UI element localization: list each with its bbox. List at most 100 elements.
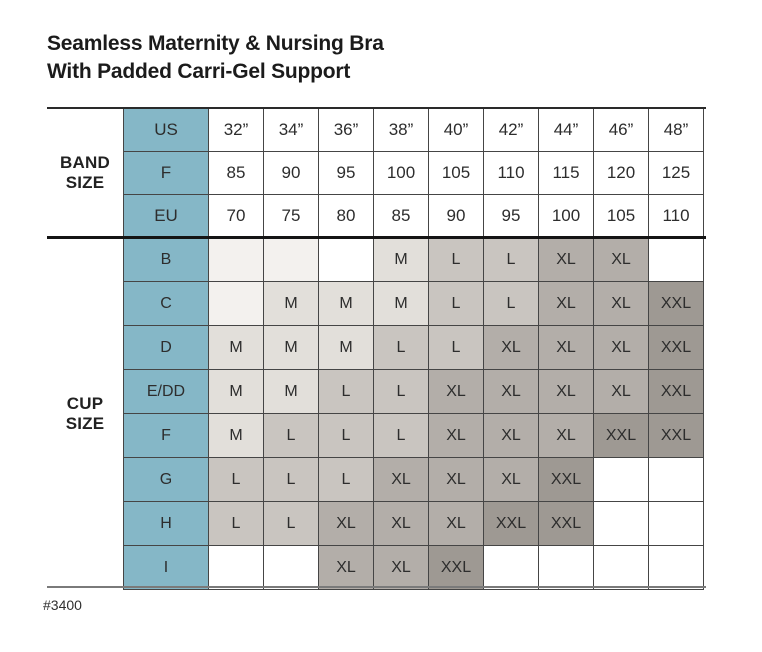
cup-cell: [208, 545, 264, 590]
cup-cell: XL: [538, 325, 594, 370]
cup-cell: [538, 545, 594, 590]
cup-cell: XL: [593, 369, 649, 414]
cup-row-label-H: H: [123, 501, 209, 546]
cup-cell: [208, 237, 264, 282]
band-cell: 70: [208, 194, 264, 238]
cup-cell: XL: [428, 457, 484, 502]
table-bottom-rule: [47, 586, 706, 588]
band-cell: 105: [428, 151, 484, 195]
cup-cell: XXL: [538, 501, 594, 546]
cup-cell: XL: [483, 457, 539, 502]
cup-size-label-line2: SIZE: [65, 413, 105, 433]
cup-cell: L: [208, 501, 264, 546]
cup-cell: XL: [538, 281, 594, 326]
size-chart: BAND SIZE CUP SIZE US 32” 34” 36” 38” 40” 42” 4…: [47, 107, 706, 600]
band-cell: 36”: [318, 108, 374, 152]
cup-cell: M: [373, 281, 429, 326]
band-cell: 90: [428, 194, 484, 238]
cup-cell: L: [373, 369, 429, 414]
cup-cell: L: [428, 237, 484, 282]
cup-cell: M: [263, 369, 319, 414]
cup-cell: L: [373, 413, 429, 458]
cup-cell: XXL: [538, 457, 594, 502]
band-cell: 34”: [263, 108, 319, 152]
cup-cell: XL: [318, 501, 374, 546]
cup-cell: L: [318, 369, 374, 414]
cup-cell: XL: [593, 281, 649, 326]
cup-cell: XXL: [593, 413, 649, 458]
band-row-label-US: US: [123, 108, 209, 152]
cup-cell: L: [263, 501, 319, 546]
cup-cell: L: [263, 413, 319, 458]
cup-cell: XL: [428, 413, 484, 458]
band-cell: 100: [538, 194, 594, 238]
band-cup-divider-rule: [47, 236, 706, 239]
band-cell: 32”: [208, 108, 264, 152]
cup-cell: XXL: [648, 325, 704, 370]
cup-cell: [593, 501, 649, 546]
cup-row-label-I: I: [123, 545, 209, 590]
band-cell: 115: [538, 151, 594, 195]
cup-row-label-D: D: [123, 325, 209, 370]
cup-cell: XXL: [648, 369, 704, 414]
cup-cell: M: [373, 237, 429, 282]
band-cell: 38”: [373, 108, 429, 152]
band-cell: 105: [593, 194, 649, 238]
cup-cell: XL: [483, 325, 539, 370]
cup-cell: XL: [373, 545, 429, 590]
band-cell: 42”: [483, 108, 539, 152]
band-cell: 95: [483, 194, 539, 238]
cup-cell: L: [318, 457, 374, 502]
band-cell: 110: [648, 194, 704, 238]
cup-cell: L: [318, 413, 374, 458]
cup-cell: XL: [538, 369, 594, 414]
cup-cell: XXL: [483, 501, 539, 546]
cup-row-label-F: F: [123, 413, 209, 458]
cup-cell: XXL: [428, 545, 484, 590]
cup-cell: XL: [483, 413, 539, 458]
cup-cell: XL: [428, 501, 484, 546]
band-cell: 120: [593, 151, 649, 195]
page-title-line1: Seamless Maternity & Nursing Bra: [47, 32, 384, 55]
product-code: #3400: [43, 597, 82, 613]
size-table: US 32” 34” 36” 38” 40” 42” 44” 46” 48” F 85 90 95 100 1…: [123, 108, 704, 590]
band-size-label-line1: BAND: [60, 153, 110, 172]
page-title: Seamless Maternity & Nursing Bra With Pa…: [47, 30, 384, 86]
cup-row-label-E-DD: E/DD: [123, 369, 209, 414]
cup-cell: [648, 237, 704, 282]
cup-cell: XL: [373, 457, 429, 502]
cup-cell: [648, 501, 704, 546]
band-cell: 80: [318, 194, 374, 238]
cup-cell: [208, 281, 264, 326]
cup-cell: M: [208, 369, 264, 414]
cup-cell: XL: [428, 369, 484, 414]
cup-cell: M: [263, 281, 319, 326]
cup-cell: XL: [318, 545, 374, 590]
cup-cell: XL: [538, 413, 594, 458]
band-size-label: BAND SIZE: [47, 108, 123, 238]
cup-cell: XL: [538, 237, 594, 282]
band-cell: 95: [318, 151, 374, 195]
cup-cell: [648, 545, 704, 590]
band-row-label-F: F: [123, 151, 209, 195]
band-cell: 48”: [648, 108, 704, 152]
band-cell: 110: [483, 151, 539, 195]
cup-cell: [593, 545, 649, 590]
cup-cell: XXL: [648, 413, 704, 458]
band-cell: 75: [263, 194, 319, 238]
cup-row-label-B: B: [123, 237, 209, 282]
cup-cell: L: [373, 325, 429, 370]
cup-cell: M: [208, 325, 264, 370]
cup-cell: L: [263, 457, 319, 502]
cup-row-label-G: G: [123, 457, 209, 502]
page-title-line2: With Padded Carri-Gel Support: [47, 60, 351, 83]
band-cell: 90: [263, 151, 319, 195]
cup-cell: [263, 545, 319, 590]
band-cell: 85: [373, 194, 429, 238]
cup-cell: M: [263, 325, 319, 370]
band-cell: 44”: [538, 108, 594, 152]
cup-cell: L: [483, 237, 539, 282]
cup-cell: XL: [593, 325, 649, 370]
cup-cell: XL: [373, 501, 429, 546]
